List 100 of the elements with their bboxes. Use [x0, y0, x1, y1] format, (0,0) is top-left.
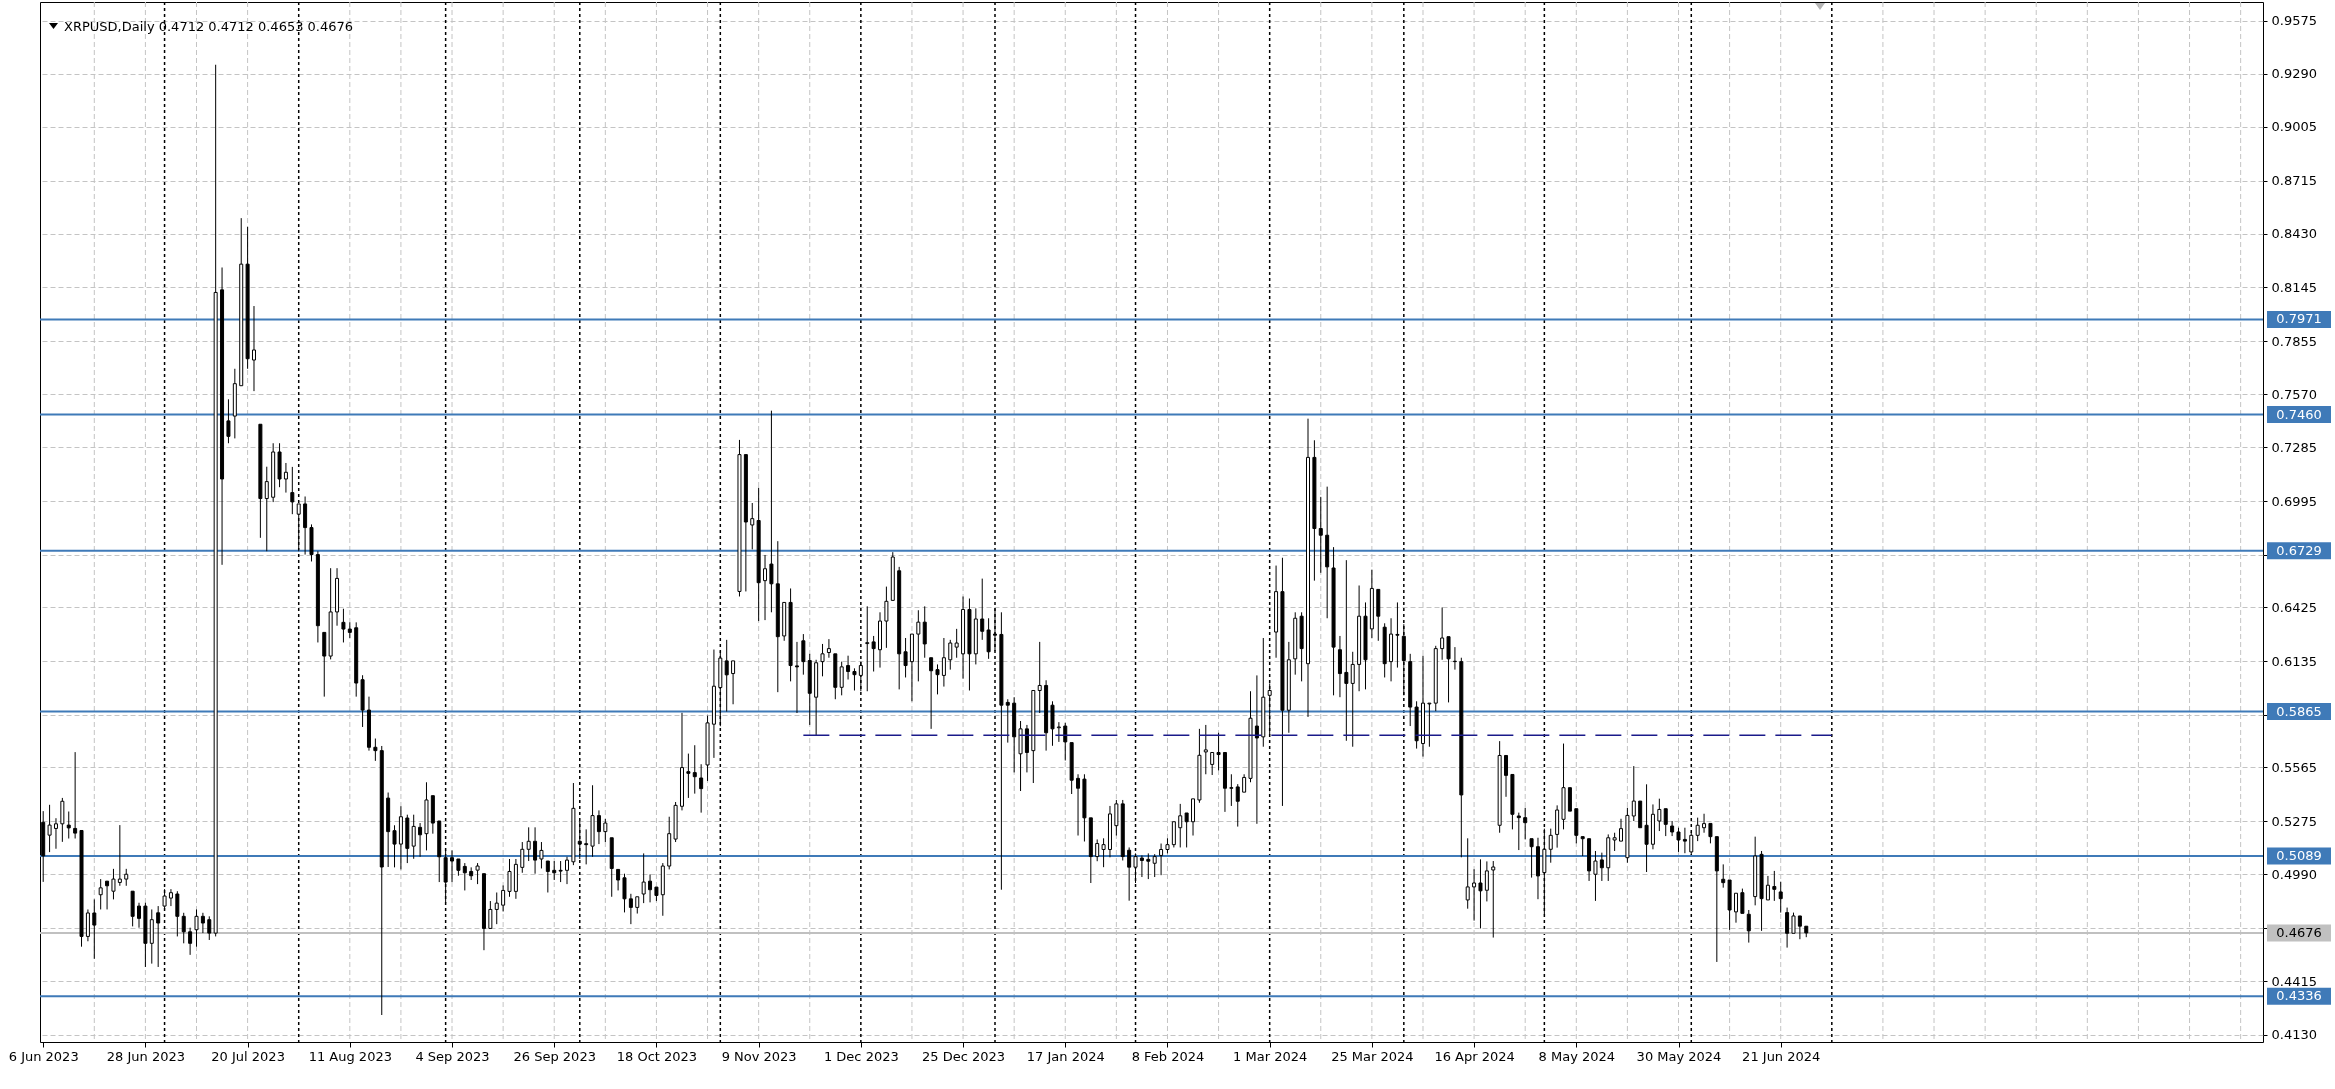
y-tick-label: 0.4415	[2271, 973, 2317, 989]
candlestick	[1721, 863, 1726, 889]
candlestick	[392, 824, 397, 868]
candlestick	[820, 643, 825, 677]
y-tick-label: 0.8145	[2271, 279, 2317, 295]
candlestick	[545, 860, 550, 893]
candlestick	[1440, 606, 1445, 661]
candlestick	[1331, 546, 1336, 696]
candlestick	[833, 653, 838, 700]
candlestick	[967, 598, 972, 691]
candlestick	[1420, 655, 1425, 758]
candlestick	[258, 423, 263, 539]
candlestick	[1254, 674, 1259, 825]
candlestick	[1497, 740, 1502, 834]
candlestick	[1216, 732, 1221, 771]
candlestick	[1619, 818, 1624, 842]
candlestick	[462, 862, 467, 891]
y-tick-label: 0.9575	[2271, 13, 2317, 29]
candlestick	[1325, 486, 1330, 619]
candlestick	[252, 305, 256, 392]
candlestick	[1369, 569, 1374, 639]
candlestick	[1561, 743, 1566, 830]
candlestick	[1650, 803, 1655, 850]
candlestick	[79, 830, 84, 948]
candlestick	[1024, 724, 1029, 773]
candlestick	[1044, 679, 1049, 752]
candlestick	[264, 466, 269, 552]
candlestick	[424, 781, 429, 851]
candlestick	[47, 804, 52, 853]
candlestick	[283, 462, 288, 494]
candlestick	[1031, 689, 1036, 784]
candlestick	[1363, 601, 1368, 690]
y-tick-label: 0.9005	[2271, 119, 2317, 135]
candlestick	[322, 631, 327, 698]
candlestick	[1382, 622, 1387, 678]
candlestick	[1280, 557, 1285, 807]
candlestick	[1727, 879, 1732, 931]
x-tick-label: 25 Dec 2023	[922, 1048, 1006, 1064]
x-tick-label: 30 May 2024	[1636, 1048, 1722, 1064]
candlestick	[929, 657, 934, 730]
candlestick	[73, 751, 78, 840]
candlestick	[1446, 636, 1451, 703]
candlestick	[1274, 565, 1279, 659]
candlestick	[596, 809, 601, 845]
candlestick	[692, 744, 697, 795]
candlestick	[884, 586, 889, 649]
candlestick	[699, 763, 704, 814]
x-tick-label: 9 Nov 2023	[721, 1048, 797, 1064]
candlestick	[360, 674, 365, 728]
candlestick	[366, 696, 371, 752]
candlestick	[1076, 773, 1081, 837]
x-tick-label: 16 Apr 2024	[1434, 1048, 1515, 1064]
candlestick	[1005, 698, 1010, 744]
candlestick	[526, 826, 531, 862]
candlestick	[60, 797, 65, 843]
candlestick	[1765, 875, 1770, 901]
candlestick	[788, 587, 793, 682]
candlestick	[92, 898, 97, 960]
text: XRPUSD,Daily 0.4712 0.4712 0.4653 0.4676	[64, 19, 354, 34]
x-tick-label: 8 May 2024	[1538, 1048, 1616, 1064]
candlestick	[616, 868, 621, 891]
candlestick	[1229, 773, 1234, 807]
candlestick	[1504, 754, 1509, 798]
candlestick	[335, 567, 340, 627]
candlestick	[1337, 635, 1342, 698]
candlestick	[1286, 641, 1291, 734]
candlestick	[1714, 836, 1719, 963]
y-tick-label: 0.7285	[2271, 439, 2317, 455]
candlestick	[961, 595, 966, 680]
ref-line-label: 0.6729	[2276, 542, 2322, 558]
candlestick	[290, 466, 295, 515]
candlestick	[584, 828, 589, 865]
candlestick	[1478, 858, 1483, 929]
candlestick	[763, 554, 768, 621]
candlestick	[1702, 813, 1707, 834]
candlestick	[1555, 804, 1560, 849]
candlestick	[878, 611, 883, 669]
candlestick	[1139, 854, 1144, 878]
candlestick	[1484, 860, 1489, 902]
y-tick-label: 0.8715	[2271, 173, 2317, 189]
candlestick	[590, 784, 595, 858]
candlestick	[1535, 837, 1540, 900]
candlestick	[488, 900, 493, 929]
candlestick	[1529, 838, 1534, 879]
candlestick	[1376, 588, 1381, 642]
candlestick	[648, 873, 653, 903]
candlestick	[1350, 651, 1355, 748]
candlestick	[1452, 646, 1457, 671]
candlestick	[1472, 868, 1477, 922]
candlestick	[1357, 584, 1362, 692]
candlestick	[354, 621, 359, 698]
candlestick	[686, 753, 691, 799]
candlestick	[558, 860, 563, 883]
ref-line-label: 0.7460	[2276, 406, 2322, 422]
candlestick	[552, 860, 557, 881]
candlestick	[1389, 617, 1394, 682]
candlestick	[239, 217, 244, 387]
candlestick	[1759, 850, 1764, 932]
candlestick	[731, 660, 736, 705]
candlestick	[679, 712, 684, 811]
